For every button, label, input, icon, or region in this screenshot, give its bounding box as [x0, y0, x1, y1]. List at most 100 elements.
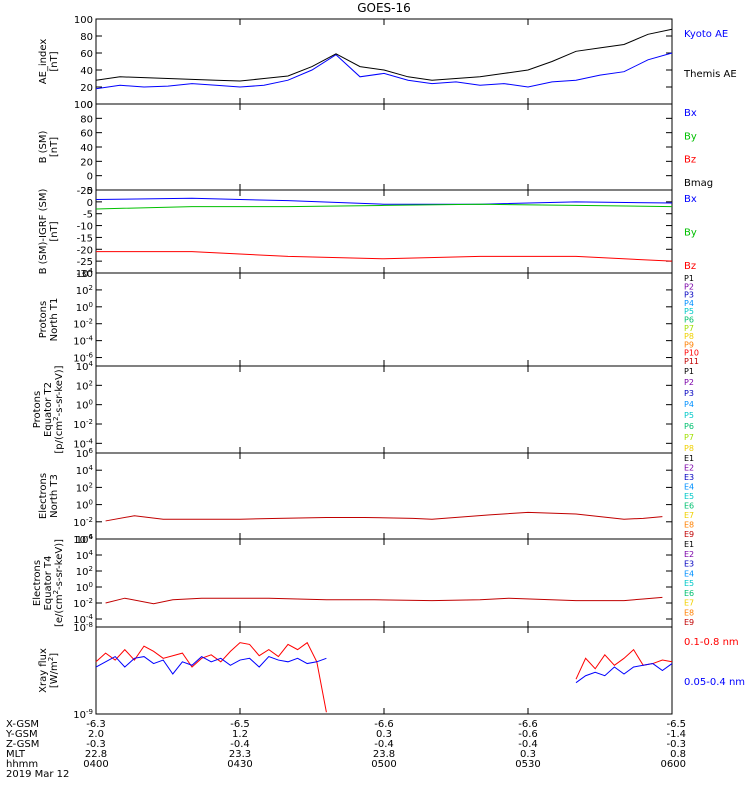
y-tick-label: 0 — [87, 172, 93, 183]
legend-e6: E6 — [684, 589, 694, 598]
legend-p6: P6 — [684, 316, 694, 325]
legend-p5: P5 — [684, 411, 694, 420]
legend-p8: P8 — [684, 444, 694, 453]
y-tick-label: 80 — [80, 32, 93, 43]
panel-frame — [95, 452, 673, 540]
y-tick-label: 10-6 — [73, 352, 93, 365]
series-line-0-1-0-8-nm — [95, 641, 327, 713]
panel-frame — [95, 626, 673, 715]
legend-e1: E1 — [684, 454, 694, 463]
orbit-value: -6.5 — [230, 719, 250, 730]
y-axis-label: Equator T2 — [43, 382, 54, 437]
series-line-0-05-0-4-nm — [575, 663, 673, 684]
y-tick-label: 102 — [76, 565, 93, 578]
legend-bx: Bx — [684, 194, 697, 205]
orbit-value: -0.3 — [666, 739, 686, 750]
legend-e9: E9 — [684, 530, 694, 539]
xray-flux-panel: 10-8 10-9 Xray flux [W/m2] 0.1-0.8 nm 0.05-0.… — [38, 621, 745, 721]
y-axis-label: B (SM) — [38, 130, 49, 163]
legend-e8: E8 — [684, 521, 694, 530]
y-axis-label: [nT] — [49, 221, 60, 241]
series-line-by — [95, 203, 673, 210]
legend-p2: P2 — [684, 282, 694, 291]
orbit-value: 23.8 — [373, 749, 395, 760]
series-line-bx — [95, 197, 673, 205]
legend-e3: E3 — [684, 560, 694, 569]
legend-e9: E9 — [684, 618, 694, 627]
y-tick-label: 100 — [74, 100, 93, 111]
orbit-value: -0.4 — [230, 739, 250, 750]
legend-0-1-0-8-nm: 0.1-0.8 nm — [684, 637, 739, 648]
orbit-value: 0430 — [227, 759, 252, 770]
legend-p8: P8 — [684, 332, 694, 341]
legend-kyoto-ae: Kyoto AE — [684, 29, 728, 40]
plot-title: GOES-16 — [357, 1, 411, 15]
orbit-value: 0.3 — [376, 729, 392, 740]
orbit-value: -0.3 — [86, 739, 106, 750]
legend-bz: Bz — [684, 155, 696, 166]
y-tick-label: 104 — [76, 267, 94, 280]
orbit-value: 1.2 — [232, 729, 248, 740]
y-axis-label: Xray flux — [38, 648, 49, 693]
orbit-value: 2.0 — [88, 729, 104, 740]
orbit-value: -6.6 — [518, 719, 538, 730]
orbit-value: -0.6 — [518, 729, 538, 740]
legend-p3: P3 — [684, 389, 694, 398]
orbit-value: 22.8 — [85, 749, 107, 760]
y-tick-label: 10-2 — [73, 418, 93, 431]
y-axis-label: [p/(cm2-s-sr-keV)] — [52, 365, 65, 453]
y-tick-label: -5 — [83, 210, 93, 221]
legend-p1: P1 — [684, 367, 694, 376]
date-label: 2019 Mar 12 — [6, 769, 69, 780]
y-axis-label: B (SM)-IGRF (SM) — [38, 189, 49, 275]
y-tick-label: -20 — [77, 186, 93, 197]
y-axis-label: AE_index — [38, 39, 49, 85]
y-tick-label: -25 — [77, 257, 93, 268]
y-tick-label: -20 — [77, 245, 93, 256]
y-tick-label: 10-4 — [73, 613, 93, 626]
y-tick-label: 102 — [76, 481, 93, 494]
legend-e4: E4 — [684, 569, 694, 578]
legend-p10: P10 — [684, 349, 699, 358]
y-tick-label: 102 — [76, 284, 93, 297]
y-tick-label: 100 — [76, 499, 93, 512]
legend-p6: P6 — [684, 422, 694, 431]
y-tick-label: 20 — [80, 157, 93, 168]
y-tick-label: 0 — [87, 100, 93, 111]
orbit-row-label: Y-GSM — [5, 729, 38, 740]
y-tick-label: 10-2 — [73, 516, 93, 529]
y-tick-label: 100 — [76, 399, 93, 412]
y-tick-label: 20 — [80, 83, 93, 94]
legend-e2: E2 — [684, 464, 694, 473]
y-axis-label: [nT] — [49, 51, 60, 71]
electrons-equator-panel: 106 104 102 100 10-2 10-4 Electrons Equator T4[… — [32, 533, 694, 628]
legend-p7: P7 — [684, 324, 694, 333]
protons-equator-panel: 104 102 100 10-2 10-4 Protons Equator T2[p/(cm… — [32, 360, 694, 454]
legend-e5: E5 — [684, 492, 694, 501]
legend-bz: Bz — [684, 261, 696, 272]
y-axis-label: Protons — [38, 301, 49, 338]
legend-bmag: Bmag — [684, 178, 713, 189]
y-tick-label: 106 — [76, 533, 94, 546]
orbit-value: 0530 — [515, 759, 540, 770]
legend-p11: P11 — [684, 357, 699, 366]
legend-p5: P5 — [684, 307, 694, 316]
legend-p7: P7 — [684, 433, 694, 442]
orbit-value: 23.3 — [229, 749, 251, 760]
orbit-value: 0.3 — [520, 749, 536, 760]
y-axis-label: North T1 — [49, 298, 60, 342]
series-line-bz — [96, 251, 673, 262]
legend-e6: E6 — [684, 502, 694, 511]
y-tick-label: 102 — [76, 379, 93, 392]
panel-frame — [95, 538, 673, 628]
y-tick-label: 60 — [80, 129, 93, 140]
orbit-row-label: hhmm — [6, 759, 38, 770]
y-tick-label: -30 — [77, 269, 93, 280]
legend-themis-ae: Themis AE — [683, 69, 737, 80]
y-tick-label: 10-2 — [73, 597, 93, 610]
panel-frame — [95, 272, 673, 367]
orbit-value: 0600 — [661, 759, 686, 770]
legend-p2: P2 — [684, 378, 694, 387]
